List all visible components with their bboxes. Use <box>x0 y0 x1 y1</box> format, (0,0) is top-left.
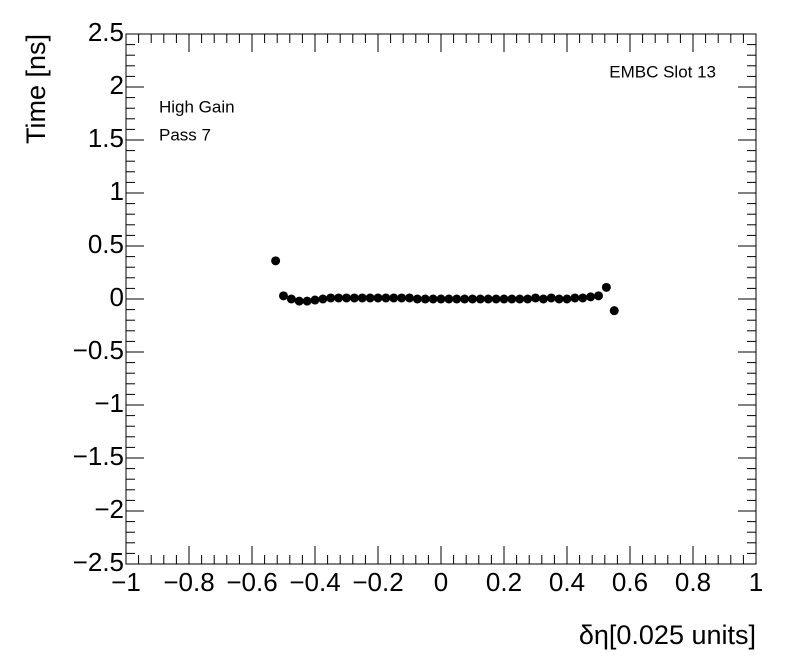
point <box>310 295 320 305</box>
point <box>531 293 540 303</box>
point <box>286 294 296 304</box>
point <box>405 293 414 303</box>
point <box>609 306 619 316</box>
point <box>570 293 580 303</box>
point <box>507 294 517 304</box>
x-tick-label: 0.4 <box>549 567 585 597</box>
y-tick-label: −1 <box>94 388 124 418</box>
x-tick-label: 0.6 <box>612 567 648 597</box>
point <box>460 294 470 304</box>
point <box>468 294 477 304</box>
y-tick-label: −0.5 <box>73 335 124 365</box>
point <box>428 294 438 304</box>
point <box>271 256 281 266</box>
y-axis-title: Time [ns] <box>21 34 51 144</box>
point <box>562 294 572 304</box>
point <box>349 293 359 303</box>
y-tick-label: 0 <box>110 282 124 312</box>
point <box>452 294 462 304</box>
point <box>578 293 588 303</box>
point <box>475 294 485 304</box>
point <box>334 293 344 303</box>
point <box>594 291 603 301</box>
point <box>326 293 336 303</box>
point <box>538 294 548 304</box>
point <box>397 293 407 303</box>
point <box>294 296 304 306</box>
point <box>515 294 525 304</box>
point <box>586 292 596 302</box>
x-tick-label: 1 <box>749 567 763 597</box>
y-tick-label: −2 <box>94 494 124 524</box>
point <box>483 294 493 304</box>
point <box>302 296 312 306</box>
y-tick-label: 2.5 <box>88 17 124 47</box>
point <box>318 294 328 304</box>
point <box>373 293 383 303</box>
y-tick-label: 0.5 <box>88 229 124 259</box>
point <box>420 294 430 304</box>
point <box>601 282 611 292</box>
x-tick-label: −0.4 <box>289 567 340 597</box>
y-tick-label: −2.5 <box>73 547 124 577</box>
point <box>357 293 367 303</box>
x-tick-label: −1 <box>111 567 141 597</box>
y-tick-label: 1.5 <box>88 123 124 153</box>
x-tick-label: −0.2 <box>352 567 403 597</box>
x-axis-title: δη[0.025 units] <box>579 620 756 650</box>
annotation: EMBC Slot 13 <box>609 62 716 81</box>
point <box>279 291 288 301</box>
point <box>389 293 399 303</box>
annotation: Pass 7 <box>159 125 211 144</box>
point <box>365 293 375 303</box>
x-tick-label: −0.8 <box>163 567 214 597</box>
point <box>436 294 446 304</box>
x-tick-label: 0 <box>434 567 448 597</box>
x-tick-label: 0.8 <box>675 567 711 597</box>
x-tick-label: 0.2 <box>486 567 522 597</box>
point <box>523 294 533 304</box>
y-tick-label: −1.5 <box>73 441 124 471</box>
point <box>412 294 422 304</box>
point <box>554 294 564 304</box>
point <box>342 293 351 303</box>
x-tick-label: −0.6 <box>226 567 277 597</box>
point <box>381 293 391 303</box>
point <box>444 294 454 304</box>
point <box>491 294 501 304</box>
y-tick-label: 2 <box>110 70 124 100</box>
y-tick-label: 1 <box>110 176 124 206</box>
annotation: High Gain <box>159 97 235 116</box>
point <box>546 293 556 303</box>
point <box>499 294 509 304</box>
